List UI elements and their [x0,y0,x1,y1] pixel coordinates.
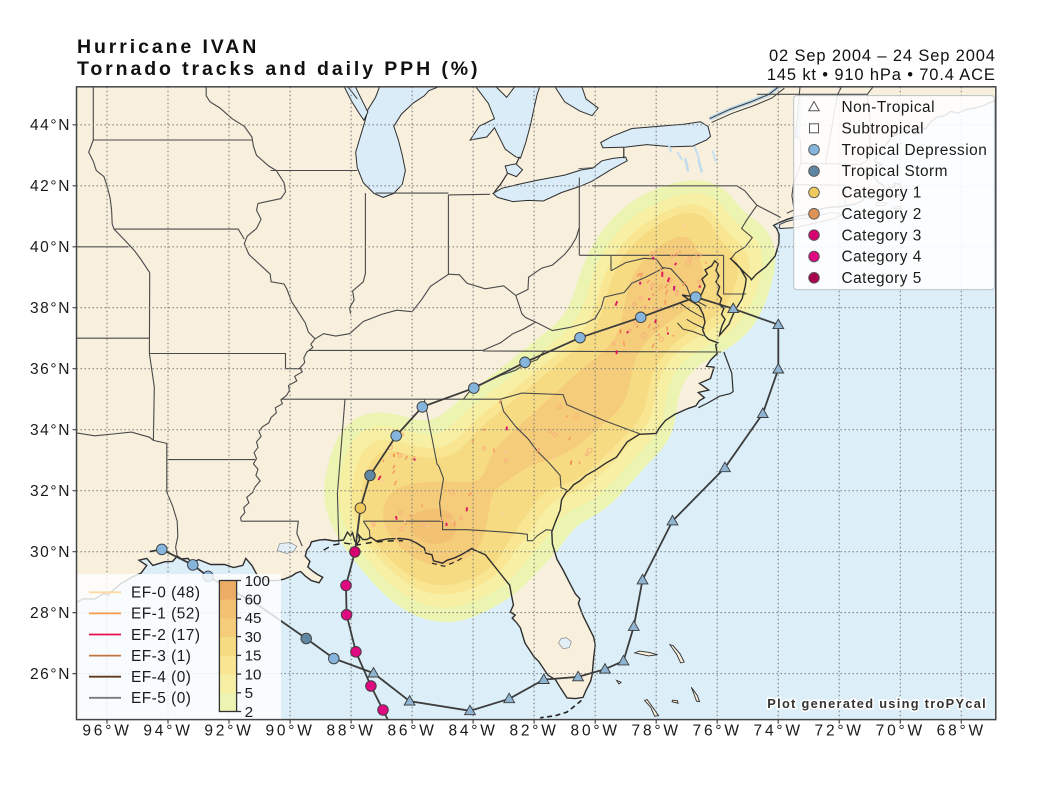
svg-text:EF-3 (1): EF-3 (1) [131,648,191,665]
svg-text:60: 60 [245,592,262,609]
svg-text:26°N: 26°N [30,666,71,683]
svg-text:Category 4: Category 4 [842,249,922,266]
svg-text:86°W: 86°W [387,723,436,740]
svg-text:Subtropical: Subtropical [842,121,925,138]
svg-text:Non-Tropical: Non-Tropical [842,99,936,116]
svg-text:145 kt • 910 hPa • 70.4 ACE: 145 kt • 910 hPa • 70.4 ACE [767,66,996,84]
svg-text:EF-5 (0): EF-5 (0) [131,690,191,707]
svg-text:82°W: 82°W [509,723,558,740]
svg-text:40°N: 40°N [30,239,71,256]
svg-text:76°W: 76°W [693,723,742,740]
svg-text:72°W: 72°W [815,723,864,740]
svg-text:EF-2 (17): EF-2 (17) [131,627,201,644]
svg-text:74°W: 74°W [754,723,803,740]
svg-text:80°W: 80°W [571,723,620,740]
svg-text:42°N: 42°N [30,178,71,195]
svg-text:44°N: 44°N [30,117,71,134]
svg-text:EF-4 (0): EF-4 (0) [131,669,191,686]
svg-text:88°W: 88°W [326,723,375,740]
svg-text:100: 100 [245,573,270,590]
svg-text:78°W: 78°W [632,723,681,740]
svg-text:Category 2: Category 2 [842,206,922,223]
svg-text:2: 2 [245,704,253,721]
svg-text:5: 5 [245,685,253,702]
svg-text:Tropical Storm: Tropical Storm [842,163,949,180]
svg-text:45: 45 [245,610,262,627]
svg-text:70°W: 70°W [876,723,925,740]
svg-text:Plot generated using troPYcal: Plot generated using troPYcal [767,696,987,711]
svg-text:38°N: 38°N [30,300,71,317]
svg-text:34°N: 34°N [30,422,71,439]
svg-text:Hurricane IVAN: Hurricane IVAN [77,36,259,58]
svg-text:30: 30 [245,629,262,646]
svg-text:84°W: 84°W [448,723,497,740]
svg-text:15: 15 [245,648,262,665]
svg-text:Category 3: Category 3 [842,227,922,244]
svg-text:10: 10 [245,666,262,683]
svg-text:32°N: 32°N [30,483,71,500]
svg-text:90°W: 90°W [265,723,314,740]
svg-text:Category 1: Category 1 [842,185,922,202]
svg-text:02 Sep 2004 – 24 Sep 2004: 02 Sep 2004 – 24 Sep 2004 [769,47,996,65]
svg-text:94°W: 94°W [143,723,192,740]
svg-text:Tropical Depression: Tropical Depression [842,142,988,159]
svg-text:68°W: 68°W [937,723,986,740]
svg-text:30°N: 30°N [30,544,71,561]
svg-text:Category 5: Category 5 [842,270,922,287]
svg-text:96°W: 96°W [82,723,131,740]
svg-text:36°N: 36°N [30,361,71,378]
svg-text:Tornado tracks and daily PPH (: Tornado tracks and daily PPH (%) [77,58,480,80]
svg-text:EF-1 (52): EF-1 (52) [131,606,201,623]
svg-text:EF-0 (48): EF-0 (48) [131,585,201,602]
svg-text:28°N: 28°N [30,605,71,622]
svg-text:92°W: 92°W [204,723,253,740]
